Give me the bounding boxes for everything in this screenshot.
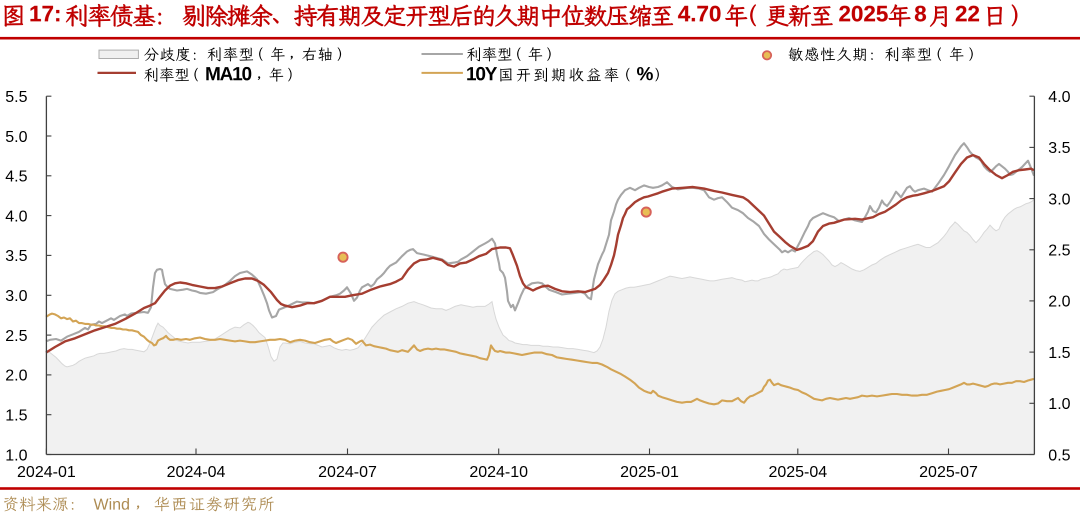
svg-text:2025-07: 2025-07: [919, 464, 978, 481]
svg-text:3.5: 3.5: [5, 248, 27, 265]
svg-text:4.0: 4.0: [1048, 89, 1070, 106]
svg-text:5.5: 5.5: [5, 89, 27, 106]
svg-text:2024-01: 2024-01: [17, 464, 76, 481]
svg-text:2025-01: 2025-01: [620, 464, 679, 481]
svg-text:2.0: 2.0: [5, 368, 27, 385]
svg-text:1.5: 1.5: [1048, 345, 1070, 362]
svg-text:2.5: 2.5: [1048, 243, 1070, 260]
svg-text:2.0: 2.0: [1048, 294, 1070, 311]
svg-text:1.0: 1.0: [5, 447, 27, 464]
svg-text:3.5: 3.5: [1048, 140, 1070, 157]
svg-text:0.5: 0.5: [1048, 447, 1070, 464]
svg-text:3.0: 3.0: [5, 288, 27, 305]
svg-text:5.0: 5.0: [5, 129, 27, 146]
svg-text:2024-04: 2024-04: [167, 464, 226, 481]
svg-text:4.5: 4.5: [5, 169, 27, 186]
svg-text:2.5: 2.5: [5, 328, 27, 345]
svg-text:4.0: 4.0: [5, 208, 27, 225]
svg-text:1.5: 1.5: [5, 408, 27, 425]
svg-text:1.0: 1.0: [1048, 396, 1070, 413]
svg-text:2024-10: 2024-10: [469, 464, 528, 481]
svg-text:2024-07: 2024-07: [318, 464, 377, 481]
svg-text:2025-04: 2025-04: [768, 464, 827, 481]
svg-text:3.0: 3.0: [1048, 191, 1070, 208]
